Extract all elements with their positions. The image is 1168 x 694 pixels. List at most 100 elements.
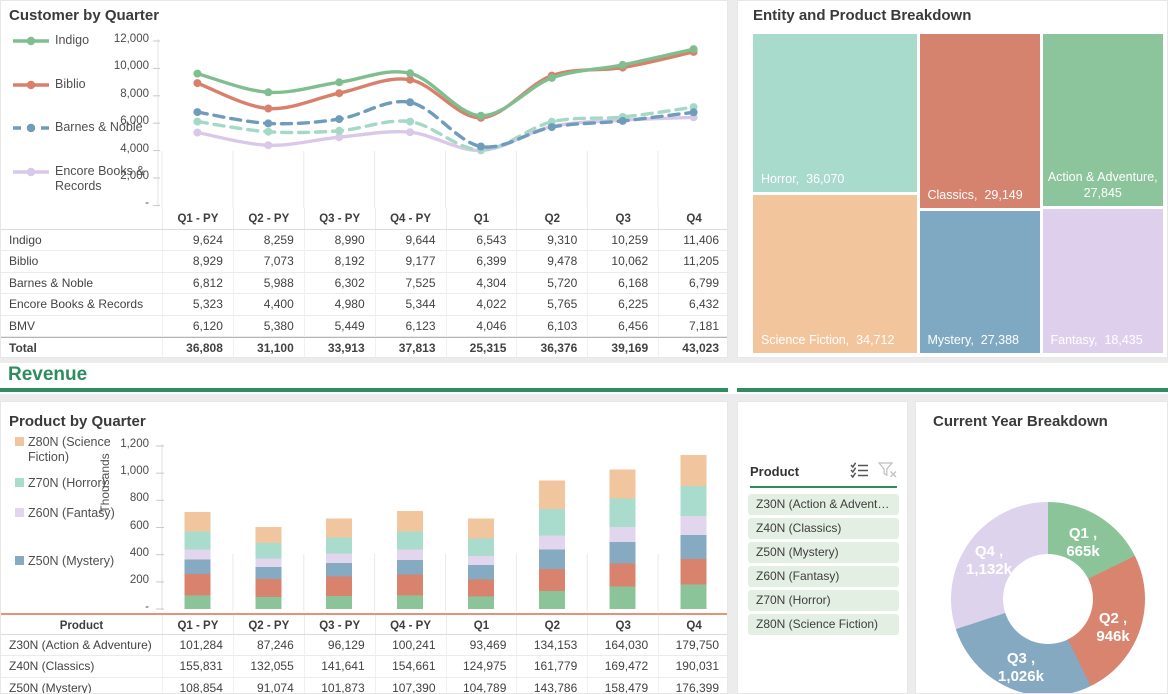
bar-segment[interactable] — [538, 590, 565, 609]
treemap-tile-classics[interactable]: Classics, 29,149 — [919, 34, 1040, 208]
bar-segment[interactable] — [538, 480, 565, 509]
bar-segment[interactable] — [184, 549, 211, 560]
data-point[interactable] — [264, 119, 273, 128]
data-point[interactable] — [193, 117, 202, 126]
data-point[interactable] — [335, 78, 344, 87]
bar-segment[interactable] — [184, 559, 211, 575]
line-series-indigo[interactable] — [195, 47, 696, 118]
product-stacked-bar-chart[interactable] — [156, 435, 728, 615]
treemap-tile-action-adventure[interactable]: Action & Adventure, 27,845 — [1042, 34, 1163, 206]
table-cell: 107,390 — [374, 677, 446, 693]
bar-segment[interactable] — [326, 537, 353, 554]
data-point[interactable] — [406, 117, 415, 126]
bar-segment[interactable] — [467, 538, 494, 556]
bar-segment[interactable] — [538, 568, 565, 591]
treemap-tile-mystery[interactable]: Mystery, 27,388 — [919, 210, 1040, 353]
data-point[interactable] — [476, 142, 485, 151]
data-point[interactable] — [547, 73, 556, 82]
data-point[interactable] — [193, 108, 202, 117]
bar-segment[interactable] — [680, 534, 707, 559]
bar-segment[interactable] — [609, 498, 636, 527]
treemap-tile-horror[interactable]: Horror, 36,070 — [753, 34, 917, 192]
bar-segment[interactable] — [184, 531, 211, 550]
data-point[interactable] — [406, 98, 415, 107]
line-series-biblio[interactable] — [195, 50, 696, 120]
slicer-pill[interactable]: Z60N (Fantasy) — [748, 566, 899, 587]
treemap-tile-science-fiction[interactable]: Science Fiction, 34,712 — [753, 194, 917, 353]
data-point[interactable] — [476, 111, 485, 120]
data-point[interactable] — [264, 127, 273, 136]
bar-segment[interactable] — [326, 562, 353, 577]
bar-segment[interactable] — [184, 595, 211, 609]
bar-segment[interactable] — [255, 579, 282, 598]
data-point[interactable] — [335, 89, 344, 98]
bar-segment[interactable] — [326, 595, 353, 609]
line-series-encore-books-records[interactable] — [195, 115, 696, 153]
bar-segment[interactable] — [397, 574, 424, 596]
bar-segment[interactable] — [680, 516, 707, 535]
data-point[interactable] — [193, 69, 202, 78]
slicer-pill[interactable]: Z40N (Classics) — [748, 518, 899, 539]
bar-segment[interactable] — [538, 508, 565, 536]
bar-segment[interactable] — [609, 563, 636, 587]
bar-segment[interactable] — [255, 566, 282, 580]
bar-segment[interactable] — [397, 595, 424, 609]
bar-segment[interactable] — [467, 596, 494, 609]
data-point[interactable] — [264, 88, 273, 97]
slicer-pill[interactable]: Z50N (Mystery) — [748, 542, 899, 563]
line-series-barnes-noble[interactable] — [195, 99, 696, 149]
bar-segment[interactable] — [397, 549, 424, 560]
treemap-tile-fantasy[interactable]: Fantasy, 18,435 — [1042, 208, 1163, 353]
bar-segment[interactable] — [255, 597, 282, 609]
slicer-pill[interactable]: Z70N (Horror) — [748, 590, 899, 611]
data-point[interactable] — [547, 123, 556, 132]
bar-segment[interactable] — [467, 518, 494, 539]
bar-segment[interactable] — [467, 565, 494, 580]
bar-segment[interactable] — [184, 512, 211, 532]
bar-segment[interactable] — [467, 555, 494, 566]
bar-segment[interactable] — [397, 531, 424, 550]
bar-segment[interactable] — [538, 535, 565, 550]
bar-segment[interactable] — [255, 543, 282, 559]
bar-segment[interactable] — [326, 576, 353, 596]
bar-segment[interactable] — [538, 549, 565, 569]
bar-segment[interactable] — [680, 584, 707, 609]
data-point[interactable] — [335, 115, 344, 124]
data-point[interactable] — [264, 141, 273, 150]
bar-segment[interactable] — [255, 558, 282, 567]
bar-segment[interactable] — [609, 469, 636, 499]
data-point[interactable] — [193, 128, 202, 137]
bar-segment[interactable] — [184, 574, 211, 596]
bar-segment[interactable] — [680, 455, 707, 486]
data-point[interactable] — [406, 75, 415, 84]
bar-segment[interactable] — [680, 485, 707, 517]
clear-filter-icon[interactable] — [877, 462, 897, 478]
slicer-pill[interactable]: Z80N (Science Fiction) — [748, 614, 899, 635]
current-year-donut-chart[interactable] — [951, 502, 1145, 693]
data-point[interactable] — [618, 116, 627, 125]
bar-segment[interactable] — [326, 518, 353, 538]
bar-segment[interactable] — [680, 558, 707, 585]
bar-segment[interactable] — [397, 511, 424, 532]
customer-line-chart[interactable] — [153, 31, 728, 211]
slicer-pill[interactable]: Z30N (Action & Adventure) — [748, 494, 899, 515]
multi-select-icon[interactable] — [850, 462, 870, 479]
data-point[interactable] — [264, 104, 273, 113]
bar-segment[interactable] — [609, 542, 636, 564]
data-point[interactable] — [406, 128, 415, 137]
slicer-item-list: Z30N (Action & Adventure) Z40N (Classics)… — [748, 494, 899, 638]
bar-segment[interactable] — [397, 559, 424, 575]
data-point[interactable] — [335, 133, 344, 142]
bar-segment[interactable] — [467, 579, 494, 597]
line-series-bmv[interactable] — [195, 105, 696, 152]
data-point[interactable] — [193, 79, 202, 88]
bar-segment[interactable] — [255, 526, 282, 544]
bar-segment[interactable] — [609, 586, 636, 609]
bar-segment[interactable] — [326, 553, 353, 563]
data-point[interactable] — [689, 45, 698, 54]
data-point[interactable] — [689, 108, 698, 117]
data-point[interactable] — [406, 69, 415, 78]
data-point[interactable] — [335, 126, 344, 135]
data-point[interactable] — [618, 60, 627, 69]
bar-segment[interactable] — [609, 527, 636, 543]
